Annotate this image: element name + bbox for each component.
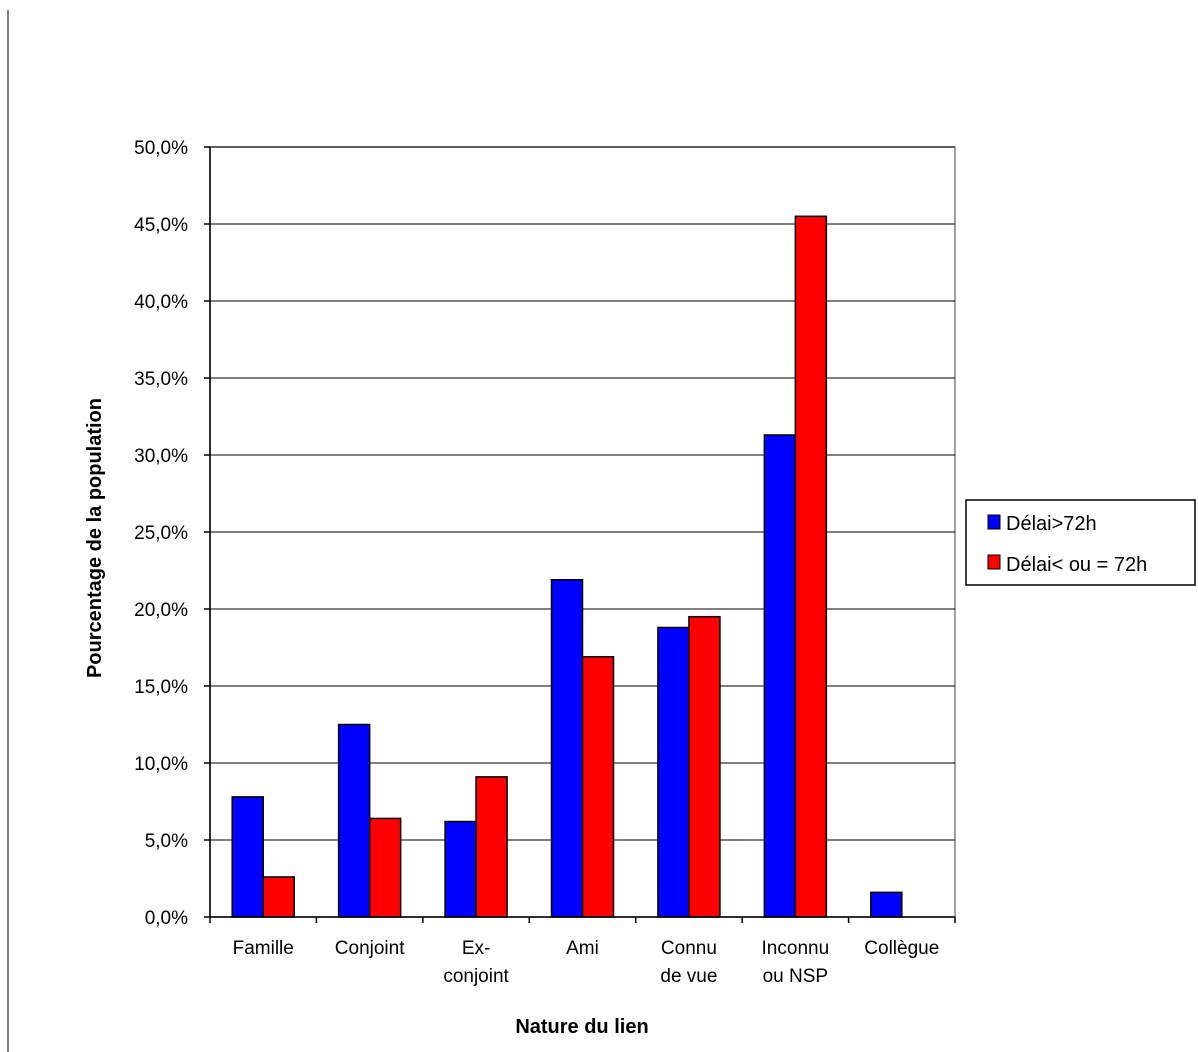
y-tick-label: 40,0% — [134, 292, 188, 313]
bar-1-7 — [870, 891, 903, 918]
bar-1-5 — [657, 626, 690, 918]
y-tick-label: 5,0% — [145, 831, 188, 852]
bar-2-1 — [262, 876, 295, 918]
y-tick-label: 45,0% — [134, 215, 188, 236]
bar-1-2 — [337, 723, 371, 918]
x-tick-label: Conjoint — [335, 938, 405, 959]
legend-swatch-series-2 — [987, 554, 1001, 570]
x-tick-label: Collègue — [864, 938, 939, 959]
bar-1-3 — [444, 820, 477, 918]
legend-label-series-2: Délai< ou = 72h — [1006, 554, 1147, 576]
bar-2-5 — [688, 615, 721, 918]
y-tick-label: 50,0% — [134, 138, 188, 159]
y-tick-label: 15,0% — [134, 677, 188, 698]
bar-2-6 — [794, 215, 828, 918]
bar-2-3 — [475, 776, 508, 918]
legend-swatch-series-1 — [987, 514, 1001, 530]
gridlines — [210, 146, 955, 841]
x-tick-label: Ex-conjoint — [443, 938, 509, 987]
legend: Délai>72h Délai< ou = 72h — [965, 499, 1196, 586]
y-tick-labels: 0,0% 5,0% 10,0% 15,0% 20,0% 25,0% 30,0% 35,0% 40… — [134, 138, 188, 929]
x-tick-label: Inconnu ou NSP — [762, 938, 830, 987]
y-tick-label: 10,0% — [134, 754, 188, 775]
x-tick-label: Famille — [233, 938, 294, 959]
y-tick-label: 20,0% — [134, 600, 188, 621]
legend-box — [965, 499, 1196, 586]
x-tick-label: Connu de vue — [660, 938, 717, 987]
y-tick-label: 30,0% — [134, 446, 188, 467]
legend-label-series-1: Délai>72h — [1006, 513, 1097, 535]
x-tick-labels: Famille Conjoint Ex-conjoint Ami Connu de vue… — [233, 938, 940, 987]
bar-2-4 — [581, 655, 615, 918]
x-axis-title: Nature du lien — [515, 1016, 648, 1038]
y-tick-label: 0,0% — [145, 908, 188, 929]
y-tick-label: 35,0% — [134, 369, 188, 390]
bar-1-4 — [550, 578, 584, 918]
axes — [204, 146, 956, 923]
bar-1-6 — [763, 434, 797, 918]
x-tick-label: Ami — [566, 938, 599, 959]
bars — [231, 215, 903, 918]
y-tick-label: 25,0% — [134, 523, 188, 544]
bar-2-2 — [368, 817, 402, 918]
bar-1-1 — [231, 796, 264, 918]
y-axis-title: Pourcentage de la population — [84, 398, 106, 678]
